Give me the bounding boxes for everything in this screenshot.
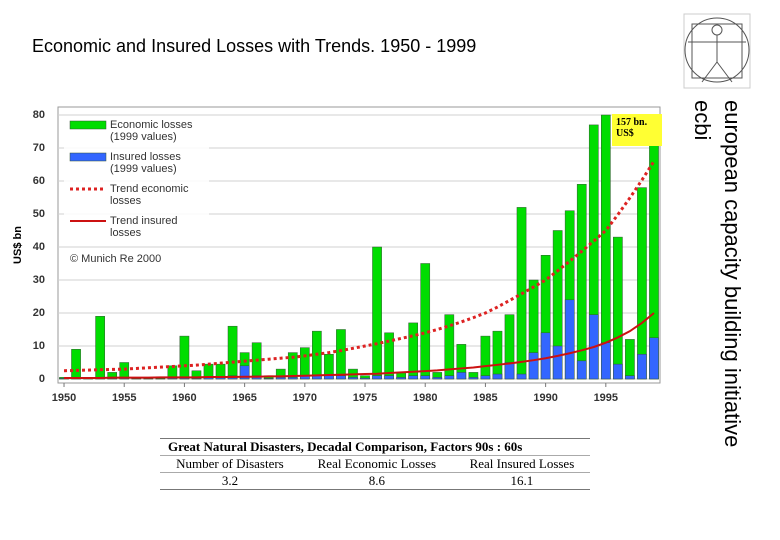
bar [432, 377, 443, 380]
legend-label: Trend economic losses [110, 183, 189, 207]
bar [348, 377, 358, 380]
callout: 157 bn. US$ [612, 114, 662, 146]
legend-box [64, 116, 209, 246]
y-tick-label: 50 [33, 208, 45, 220]
bar [516, 373, 527, 380]
bar [360, 377, 370, 380]
bar [71, 349, 81, 380]
bar [540, 332, 551, 380]
x-tick-label: 1965 [232, 392, 256, 404]
table-header: Real Economic Losses [299, 455, 454, 473]
bar [336, 375, 346, 380]
legend-swatch [69, 120, 107, 130]
bar [263, 378, 274, 380]
bar [480, 335, 491, 380]
bar [625, 339, 635, 380]
bar [480, 375, 491, 380]
x-tick-label: 1975 [353, 392, 377, 404]
table-header: Number of Disasters [160, 455, 300, 473]
y-tick-label: 40 [33, 241, 45, 253]
x-tick-label: 1980 [413, 392, 437, 404]
callout-line: US$ [616, 128, 634, 139]
bar [227, 325, 238, 380]
legend-swatch [69, 152, 107, 162]
bar [372, 375, 382, 380]
annotation: © Munich Re 2000 [70, 253, 162, 265]
side-acronym: ecbi [690, 100, 715, 140]
callout-line: 157 bn. [616, 117, 648, 128]
x-tick-label: 1955 [112, 392, 136, 404]
comparison-table: Great Natural Disasters, Decadal Compari… [160, 438, 590, 490]
y-tick-label: 60 [33, 175, 45, 187]
bar [613, 236, 623, 380]
legend-label: Insured losses (1999 values) [110, 151, 181, 175]
bar [372, 246, 382, 380]
slide-title: Economic and Insured Losses with Trends.… [32, 36, 476, 56]
side-title: european capacity building initiative [720, 100, 745, 447]
x-tick-label: 1970 [293, 392, 317, 404]
bar [119, 362, 130, 380]
bar [384, 375, 394, 380]
bar [504, 362, 515, 380]
legend-label: Trend insured losses [110, 215, 178, 239]
table-cell: 8.6 [299, 472, 454, 490]
bar [299, 347, 310, 380]
bar [649, 337, 659, 380]
x-tick-label: 1990 [533, 392, 557, 404]
x-tick-label: 1985 [473, 392, 497, 404]
bar [179, 335, 190, 380]
bar [600, 114, 611, 380]
x-tick-label: 1960 [172, 392, 196, 404]
bar [528, 352, 539, 380]
bar [637, 187, 647, 380]
table-cell: 3.2 [160, 472, 300, 490]
table-cell: 16.1 [453, 472, 590, 490]
bar [287, 377, 298, 380]
trend-line [64, 312, 655, 380]
bar [191, 378, 202, 380]
bar [420, 263, 431, 380]
bar [564, 299, 575, 380]
bar [444, 375, 455, 380]
y-tick-label: 10 [33, 340, 45, 352]
bar [625, 375, 635, 380]
table-header: Real Insured Losses [453, 455, 590, 473]
y-tick-label: 20 [33, 307, 45, 319]
y-tick-label: 70 [33, 142, 45, 154]
bar [492, 330, 503, 380]
logo [683, 13, 751, 89]
y-tick-label: 0 [39, 373, 45, 385]
bar [468, 377, 479, 380]
table-title: Great Natural Disasters, Decadal Compari… [160, 438, 590, 456]
bar [396, 377, 406, 380]
bar [552, 345, 563, 380]
bar [613, 363, 623, 380]
bar [600, 342, 611, 380]
bar [239, 365, 250, 380]
bar [408, 375, 419, 380]
x-tick-label: 1995 [594, 392, 618, 404]
bar [336, 329, 346, 380]
legend-label: Economic losses (1999 values) [110, 119, 193, 143]
bar [492, 373, 503, 380]
y-tick-label: 80 [33, 109, 45, 121]
bar [324, 375, 334, 380]
y-tick-label: 30 [33, 274, 45, 286]
y-axis-label: US$ bn [12, 226, 24, 264]
bar [456, 372, 467, 380]
bar [275, 377, 286, 380]
x-tick-label: 1950 [52, 392, 76, 404]
bar [637, 354, 647, 380]
bar [576, 360, 587, 380]
bar [420, 375, 431, 380]
trend-line [63, 160, 656, 373]
